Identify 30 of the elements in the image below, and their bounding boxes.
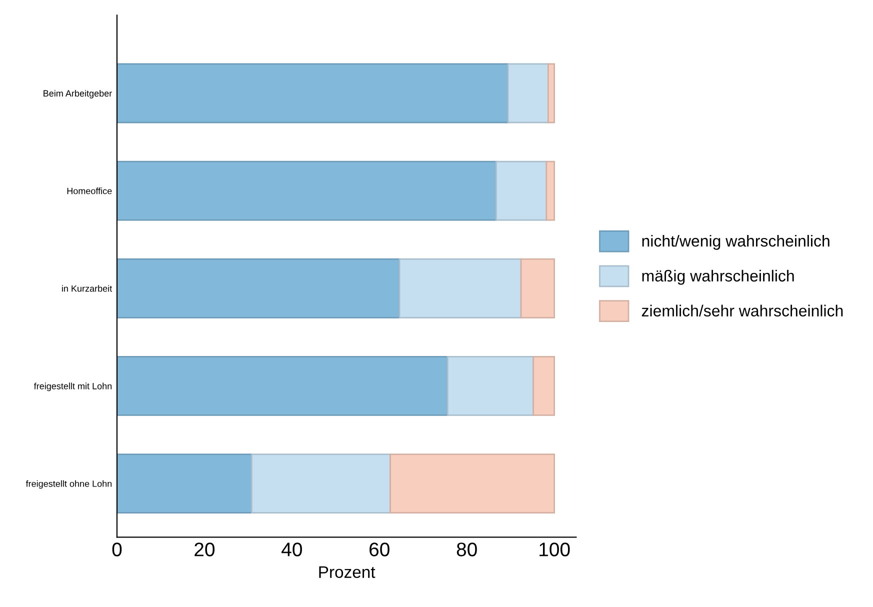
legend-label: mäßig wahrscheinlich [642,270,794,285]
bar [116,356,448,416]
y-tick-label: in Kurzarbeit [62,285,112,292]
bar [495,160,548,221]
bar [532,356,556,416]
bar [116,258,400,318]
y-tick-label: Homeoffice [67,188,112,194]
bar [547,63,556,124]
x-tick-label: 0 [112,542,122,556]
bar [116,454,252,514]
legend-label: ziemlich/sehr wahrscheinlich [642,304,843,316]
x-tick-label: 20 [194,542,215,556]
bar [116,63,509,124]
x-tick-label: 40 [282,542,302,556]
x-tick-label: 80 [456,542,477,556]
bar [520,258,556,318]
x-tick-label: 60 [370,542,390,556]
x-axis-title: Prozent [319,566,376,578]
bar [507,63,549,124]
y-tick-label: freigestellt mit Lohn [34,382,112,392]
bar [446,356,534,416]
bar [116,160,497,221]
bar [390,454,556,514]
x-tick-label: 100 [540,542,570,556]
y-tick-label: freigestellt ohne Lohn [26,480,112,489]
bar [250,454,392,514]
legend-label: nicht/wenig wahrscheinlich [642,234,830,250]
bar [398,258,522,318]
bar [546,160,556,221]
y-tick-label: Beim Arbeitgeber [44,90,112,98]
